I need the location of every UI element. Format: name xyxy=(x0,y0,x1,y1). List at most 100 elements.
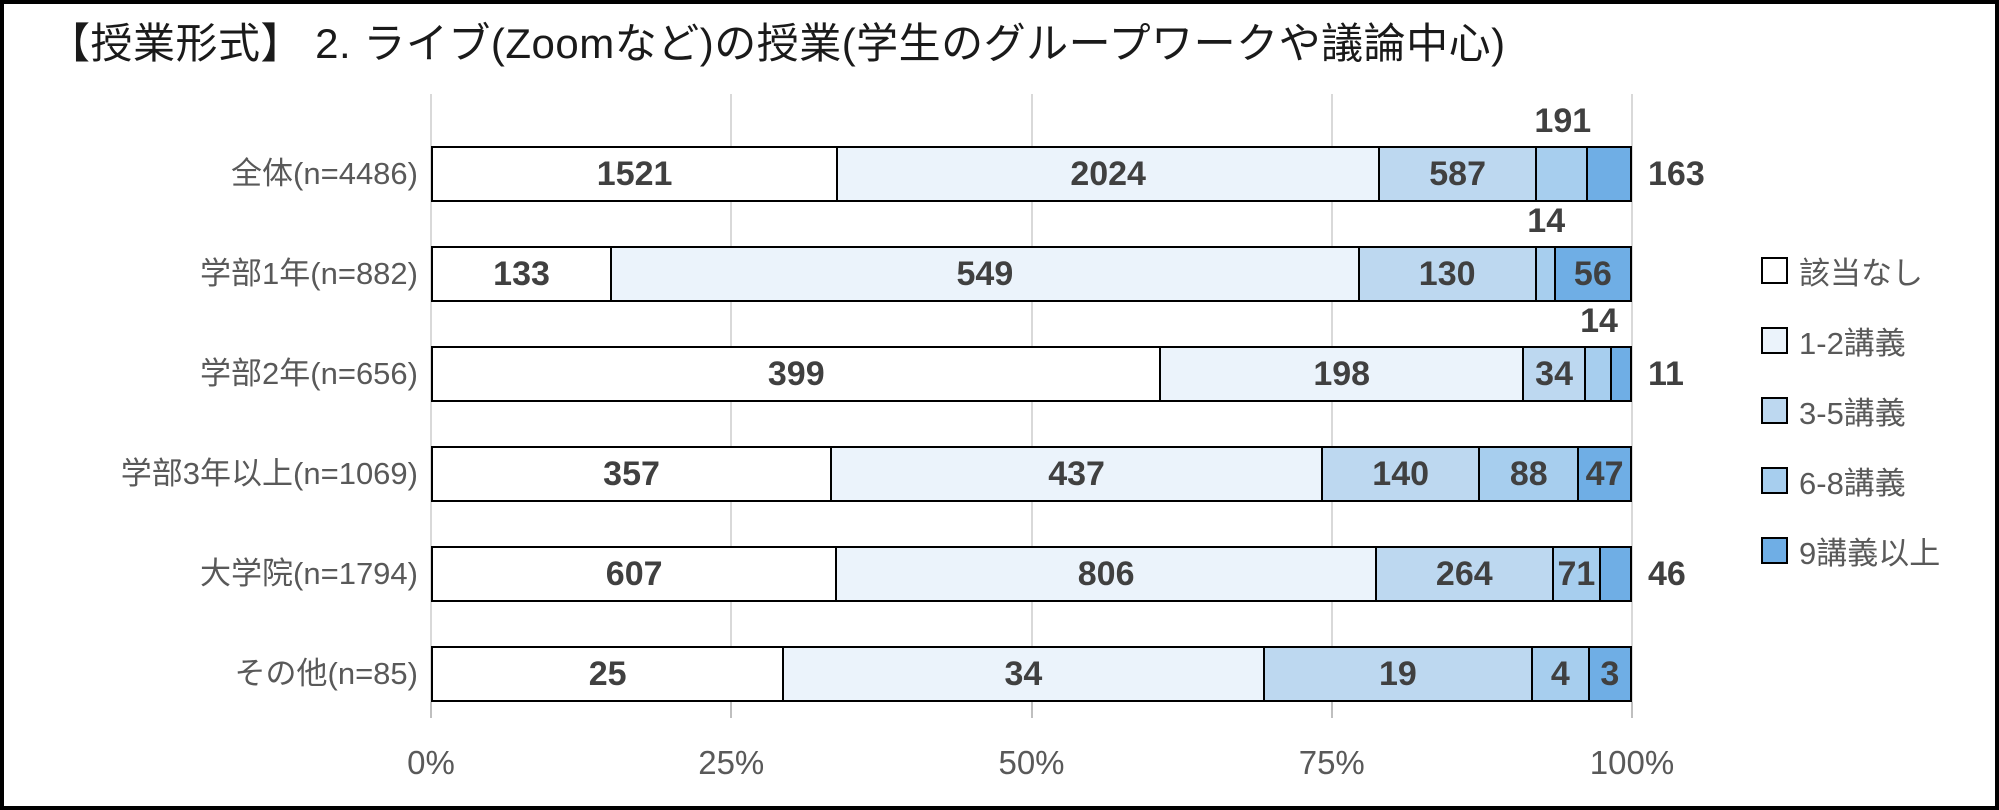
row-label: 学部3年以上(n=1069) xyxy=(120,456,418,491)
data-label: 607 xyxy=(605,554,663,593)
legend-item: 9講義以上 xyxy=(1761,534,1940,571)
data-label: 130 xyxy=(1418,254,1476,293)
legend-item: 6-8講義 xyxy=(1761,464,1906,501)
data-label: 19 xyxy=(1378,654,1417,693)
legend-swatch xyxy=(1761,326,1788,354)
legend-item: 3-5講義 xyxy=(1761,394,1906,431)
legend-label: 1-2講義 xyxy=(1799,325,1906,361)
bar-segment: 587 xyxy=(1380,146,1538,202)
legend-label: 6-8講義 xyxy=(1799,465,1906,501)
bar-segment: 399 xyxy=(431,346,1162,402)
bar-segment: 549 xyxy=(612,246,1360,302)
bar-row: 357 437 140 88 47 xyxy=(431,446,1632,502)
row-label: その他(n=85) xyxy=(234,656,418,691)
bar-segment: 437 xyxy=(832,446,1324,502)
axis-tick xyxy=(730,702,733,718)
bar-segment: 25 xyxy=(431,646,785,702)
bar-segment xyxy=(1536,246,1556,302)
gridline xyxy=(1631,94,1633,702)
axis-tick-label: 50% xyxy=(998,744,1065,781)
bar-segment: 2024 xyxy=(838,146,1381,202)
bar-row: 25 34 19 4 3 xyxy=(431,646,1632,702)
bar-segment xyxy=(1601,546,1632,602)
bar-segment: 34 xyxy=(1523,346,1587,402)
bar-segment: 133 xyxy=(431,246,613,302)
bar-segment: 357 xyxy=(431,446,833,502)
axis-tick-label: 100% xyxy=(1589,744,1675,781)
data-label: 806 xyxy=(1077,554,1135,593)
bar-segment: 3 xyxy=(1589,646,1632,702)
bar-row: 133 549 130 56 xyxy=(431,246,1632,302)
legend-swatch xyxy=(1761,256,1788,284)
data-label-right: 11 xyxy=(1648,355,1684,393)
axis-tick-label: 75% xyxy=(1298,744,1365,781)
data-label: 2024 xyxy=(1070,154,1146,193)
row-label: 大学院(n=1794) xyxy=(200,556,418,591)
data-label: 56 xyxy=(1573,254,1612,293)
data-label: 133 xyxy=(493,254,550,293)
data-label: 71 xyxy=(1557,554,1596,593)
axis-tick-label: 0% xyxy=(407,744,455,781)
bar-segment: 4 xyxy=(1533,646,1590,702)
legend-label: 9講義以上 xyxy=(1799,535,1941,571)
row-label: 全体(n=4486) xyxy=(231,156,418,191)
data-label: 4 xyxy=(1550,654,1570,693)
legend-item: 1-2講義 xyxy=(1761,324,1906,361)
bar-segment: 140 xyxy=(1323,446,1481,502)
data-label-right: 163 xyxy=(1648,155,1705,193)
data-label: 88 xyxy=(1509,454,1548,493)
bar-segment: 19 xyxy=(1264,646,1534,702)
row-label: 学部2年(n=656) xyxy=(200,356,418,391)
bar-segment xyxy=(1611,346,1632,402)
data-label: 549 xyxy=(956,254,1014,293)
axis-tick xyxy=(430,702,432,718)
axis-tick xyxy=(1030,702,1033,718)
bar-segment: 806 xyxy=(837,546,1377,602)
bar-segment xyxy=(1537,146,1589,202)
bar-segment xyxy=(1586,346,1612,402)
data-label: 34 xyxy=(1004,654,1043,693)
data-label: 3 xyxy=(1600,654,1620,693)
bar-segment: 264 xyxy=(1376,546,1554,602)
data-label: 437 xyxy=(1048,454,1105,493)
data-label-above: 191 xyxy=(1534,102,1592,140)
axis-tick-label: 25% xyxy=(698,744,765,781)
data-label: 399 xyxy=(767,354,825,393)
data-label: 25 xyxy=(588,654,627,693)
data-label: 198 xyxy=(1313,354,1371,393)
bar-segment: 198 xyxy=(1161,346,1524,402)
data-label: 34 xyxy=(1535,354,1573,393)
data-label: 140 xyxy=(1372,454,1430,493)
data-label: 357 xyxy=(603,454,660,493)
bar-segment: 88 xyxy=(1480,446,1580,502)
bar-segment: 607 xyxy=(431,546,838,602)
bar-row: 607 806 264 71 xyxy=(431,546,1632,602)
data-label-above: 14 xyxy=(1527,202,1566,240)
bar-segment: 71 xyxy=(1553,546,1602,602)
data-label: 587 xyxy=(1429,154,1486,193)
bar-segment: 34 xyxy=(784,646,1265,702)
data-label-above: 14 xyxy=(1580,302,1618,340)
axis-tick xyxy=(1330,702,1333,718)
bar-segment: 1521 xyxy=(431,146,839,202)
chart-title: 【授業形式】 2. ライブ(Zoomなど)の授業(学生のグループワークや議論中心… xyxy=(48,20,1506,67)
data-label: 264 xyxy=(1435,554,1493,593)
bar-segment: 56 xyxy=(1555,246,1632,302)
bar-row: 1521 2024 587 xyxy=(431,146,1632,202)
data-label: 47 xyxy=(1585,454,1624,493)
legend-swatch xyxy=(1761,396,1788,424)
legend-label: 3-5講義 xyxy=(1799,395,1906,431)
bar-row: 399 198 34 xyxy=(431,346,1632,402)
bar-segment xyxy=(1588,146,1632,202)
data-label-right: 46 xyxy=(1648,555,1686,593)
bar-segment: 47 xyxy=(1579,446,1632,502)
legend-item: 該当なし xyxy=(1761,254,1923,291)
axis-tick xyxy=(1631,702,1633,718)
row-label: 学部1年(n=882) xyxy=(200,256,418,291)
data-label: 1521 xyxy=(596,154,673,193)
legend-label: 該当なし xyxy=(1799,255,1923,291)
bar-segment: 130 xyxy=(1359,246,1537,302)
legend-swatch xyxy=(1761,466,1788,494)
legend-swatch xyxy=(1761,536,1788,564)
